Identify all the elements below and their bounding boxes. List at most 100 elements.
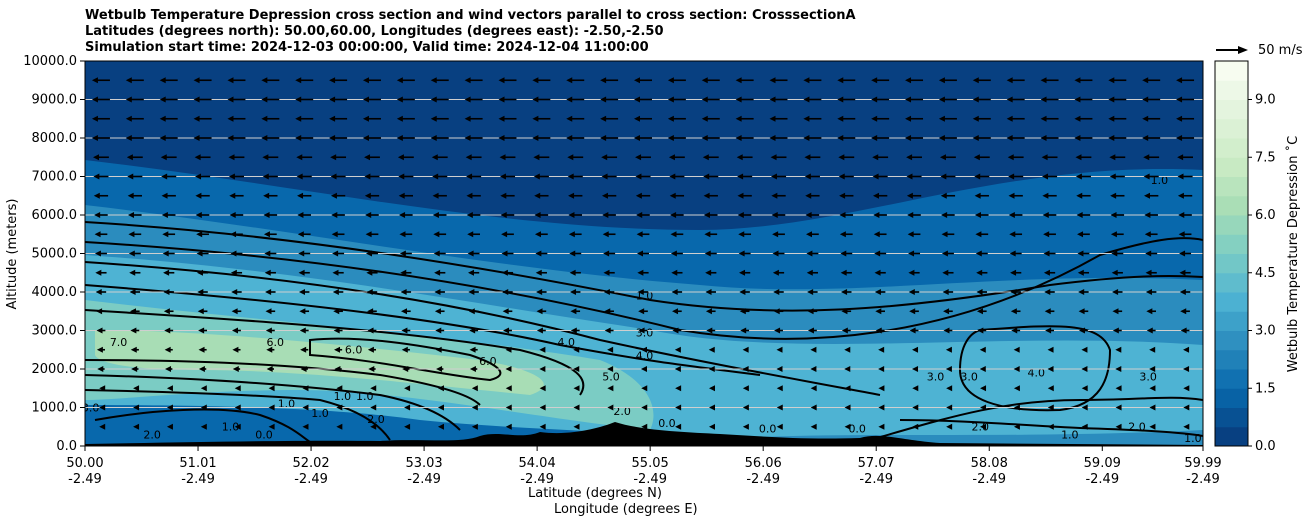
wind-arrow-head <box>1006 135 1013 141</box>
colorbar-segment <box>1215 349 1248 370</box>
wind-arrow-head <box>912 346 919 353</box>
wind-arrow-head <box>600 77 607 84</box>
wind-arrow-head <box>434 289 441 295</box>
title-line-1: Wetbulb Temperature Depression cross sec… <box>85 8 856 23</box>
wind-arrow-head <box>128 250 135 257</box>
wind-arrow-head <box>1013 404 1020 411</box>
y-tick-label: 4000.0 <box>32 285 78 300</box>
colorbar-tick-label: 9.0 <box>1255 93 1276 108</box>
wind-arrow-head <box>945 346 952 353</box>
wind-arrow-head <box>837 115 844 122</box>
wind-arrow-head <box>161 173 168 180</box>
wind-arrow-head <box>946 423 953 430</box>
colorbar-tick-label: 0.0 <box>1255 439 1276 454</box>
wind-arrow-head <box>641 366 647 372</box>
contour-label: 4.0 <box>636 349 654 362</box>
wind-arrow-head <box>296 173 303 180</box>
y-tick-label: 0.0 <box>56 439 77 454</box>
wind-arrow-head <box>771 212 778 218</box>
wind-arrow-head <box>912 366 919 372</box>
wind-arrow-head <box>126 154 133 161</box>
contour-label: 2.0 <box>1128 421 1146 434</box>
wind-arrow-head <box>566 135 573 141</box>
wind-arrow-head <box>979 366 986 372</box>
wind-arrow-head <box>398 192 405 199</box>
wind-arrow-head <box>671 269 678 276</box>
wind-arrow-head <box>975 250 982 257</box>
wind-arrow-head <box>1178 231 1185 238</box>
wind-arrow-head <box>674 346 681 353</box>
wind-arrow-head <box>667 135 674 141</box>
wind-arrow-head <box>975 212 982 218</box>
wind-arrow-head <box>435 327 442 334</box>
wind-arrow-head <box>704 231 711 238</box>
wind-arrow-head <box>1183 423 1190 430</box>
wind-arrow-head <box>1176 96 1183 103</box>
y-tick-label: 9000.0 <box>32 93 78 108</box>
wind-arrow-head <box>1044 308 1051 315</box>
wind-arrow-head <box>469 327 476 334</box>
x-tick-label-lon: -2.49 <box>407 472 441 487</box>
wind-arrow-head <box>434 269 441 276</box>
wind-arrow-head <box>871 115 878 122</box>
wind-arrow-head <box>1145 250 1152 257</box>
wind-arrow-head <box>362 115 369 122</box>
wind-arrow-head <box>772 231 779 238</box>
wind-arrow-head <box>979 346 986 353</box>
wind-arrow-head <box>268 385 275 392</box>
wind-arrow-head <box>299 327 306 334</box>
wind-arrow-head <box>97 366 104 372</box>
wind-arrow-head <box>1077 250 1084 257</box>
wind-arrow-head <box>231 289 238 295</box>
colorbar-segment <box>1215 157 1248 177</box>
wind-arrow-head <box>941 231 948 238</box>
wind-arrow-head <box>908 269 915 276</box>
wind-arrow-head <box>770 173 777 180</box>
wind-arrow-head <box>1143 173 1150 180</box>
x-tick-label-lon: -2.49 <box>859 472 893 487</box>
wind-arrow-head <box>200 423 207 430</box>
wind-arrow-head <box>938 135 945 141</box>
wind-arrow-head <box>505 404 512 411</box>
wind-arrow-head <box>1006 96 1013 103</box>
wind-arrow-head <box>234 385 241 392</box>
wind-vectors <box>91 77 1195 430</box>
wind-arrow-head <box>980 423 987 430</box>
wind-arrow-head <box>227 115 234 122</box>
wind-arrow-head <box>938 115 945 122</box>
wind-arrow-head <box>396 77 403 84</box>
wind-arrow-head <box>974 173 981 180</box>
wind-arrow-head <box>742 346 749 353</box>
colorbar-segment <box>1215 138 1248 158</box>
y-tick-label: 10000.0 <box>23 54 77 69</box>
wind-arrow-head <box>635 173 642 180</box>
x-tick-label-lon: -2.49 <box>181 472 215 487</box>
contour-line <box>85 221 1203 312</box>
wind-arrow-head <box>1142 115 1149 122</box>
wind-arrow-head <box>232 327 239 334</box>
wind-arrow-head <box>1043 231 1050 238</box>
y-tick-label: 7000.0 <box>32 170 78 185</box>
wind-arrow-head <box>1074 115 1081 122</box>
contour-lines <box>85 221 1203 443</box>
y-tick-label: 6000.0 <box>32 208 78 223</box>
wind-arrow-head <box>566 115 573 122</box>
wind-arrow-head <box>709 385 716 392</box>
contour-label: 0.0 <box>848 423 866 436</box>
wind-arrow-head <box>871 77 878 84</box>
wind-arrow-head <box>739 289 746 295</box>
wind-arrow-head <box>265 308 272 315</box>
wind-arrow-head <box>91 96 98 103</box>
wind-arrow-head <box>502 308 509 315</box>
wind-arrow-head <box>1041 154 1048 161</box>
wind-arrow-head <box>1109 154 1116 161</box>
contour-label: 1.0 <box>1184 432 1202 445</box>
wind-arrow-head <box>330 192 337 199</box>
wind-arrow-head <box>874 250 881 257</box>
wind-arrow-head <box>1013 366 1020 372</box>
wind-arrow-head <box>1045 327 1052 334</box>
y-axis-ticks: 0.0 1000.0 2000.0 3000.0 4000.0 5000.0 6000.0 7… <box>23 54 85 454</box>
contour-line <box>85 237 1203 340</box>
wind-arrow-head <box>1008 192 1015 199</box>
wind-arrow-head <box>362 77 369 84</box>
